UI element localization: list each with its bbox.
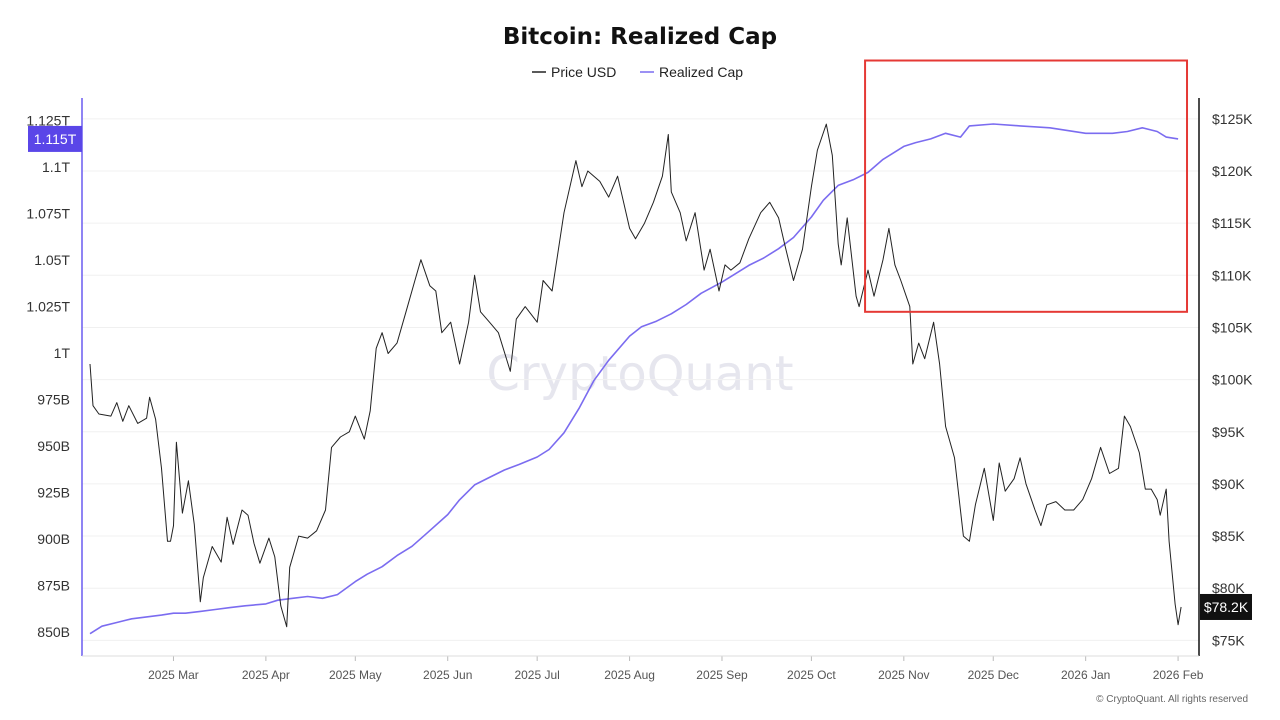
right-tick-label: $95K [1212, 424, 1245, 440]
right-badge-label: $78.2K [1204, 599, 1249, 615]
legend[interactable]: Price USD Realized Cap [532, 64, 743, 80]
right-tick-label: $105K [1212, 319, 1253, 335]
x-tick-label: 2025 Mar [148, 668, 199, 682]
x-tick-label: 2025 Apr [242, 668, 290, 682]
right-badge-background [1200, 593, 1252, 620]
legend-label-realized-cap[interactable]: Realized Cap [659, 64, 743, 80]
left-tick-label: 925B [37, 484, 70, 500]
left-tick-label: 975B [37, 391, 70, 407]
x-tick-label: 2025 Aug [604, 668, 655, 682]
x-axis-ticks: 2025 Mar 2025 Apr 2025 May 2025 Jun 2025 Jul… [148, 656, 1204, 682]
right-axis-ticks: $75K $80K $85K $90K $95K $100K $105K $110K $115K… [1212, 111, 1253, 648]
right-tick-label: $85K [1212, 528, 1245, 544]
gridlines [82, 118, 1199, 641]
left-tick-label: 1.025T [26, 298, 70, 314]
right-tick-label: $100K [1212, 372, 1253, 388]
x-tick-label: 2025 Sep [696, 668, 748, 682]
left-tick-label: 875B [37, 577, 70, 593]
left-tick-label: 950B [37, 438, 70, 454]
x-tick-label: 2025 Dec [968, 668, 1019, 682]
chart-title: Bitcoin: Realized Cap [503, 24, 777, 50]
watermark: CryptoQuant [486, 346, 793, 402]
series-line-realized-cap[interactable] [89, 123, 1179, 635]
right-tick-label: $80K [1212, 580, 1245, 596]
left-tick-label: 1.1T [42, 159, 70, 175]
right-tick-label: $90K [1212, 476, 1245, 492]
x-tick-label: 2026 Jan [1061, 668, 1110, 682]
x-tick-label: 2025 Oct [787, 668, 836, 682]
right-tick-label: $120K [1212, 163, 1253, 179]
left-tick-label: 850B [37, 624, 70, 640]
series-layer [89, 123, 1182, 635]
highlight-box [864, 59, 1189, 313]
x-tick-label: 2025 May [329, 668, 382, 682]
right-tick-label: $115K [1212, 215, 1252, 231]
series-line-price-usd[interactable] [89, 123, 1182, 628]
left-current-value-badge: 1.115T [28, 125, 82, 152]
left-tick-label: 1.125T [26, 112, 70, 128]
left-badge-label: 1.115T [34, 131, 77, 147]
copyright: © CryptoQuant. All rights reserved [1096, 694, 1248, 705]
left-tick-label: 900B [37, 531, 70, 547]
right-tick-label: $75K [1212, 632, 1245, 648]
x-tick-label: 2026 Feb [1153, 668, 1204, 682]
right-tick-label: $125K [1212, 111, 1253, 127]
right-current-value-badge: $78.2K [1200, 593, 1252, 620]
left-axis-ticks: 850B 875B 900B 925B 950B 975B 1T 1.025T 1.05T 1.0… [26, 112, 70, 640]
right-tick-label: $110K [1212, 267, 1252, 283]
legend-label-price[interactable]: Price USD [551, 64, 616, 80]
left-tick-label: 1.05T [34, 252, 70, 268]
left-tick-label: 1.075T [26, 205, 70, 221]
x-tick-label: 2025 Jul [514, 668, 559, 682]
left-badge-background [28, 125, 82, 152]
left-tick-label: 1T [54, 345, 71, 361]
x-tick-label: 2025 Nov [878, 668, 929, 682]
x-tick-label: 2025 Jun [423, 668, 472, 682]
